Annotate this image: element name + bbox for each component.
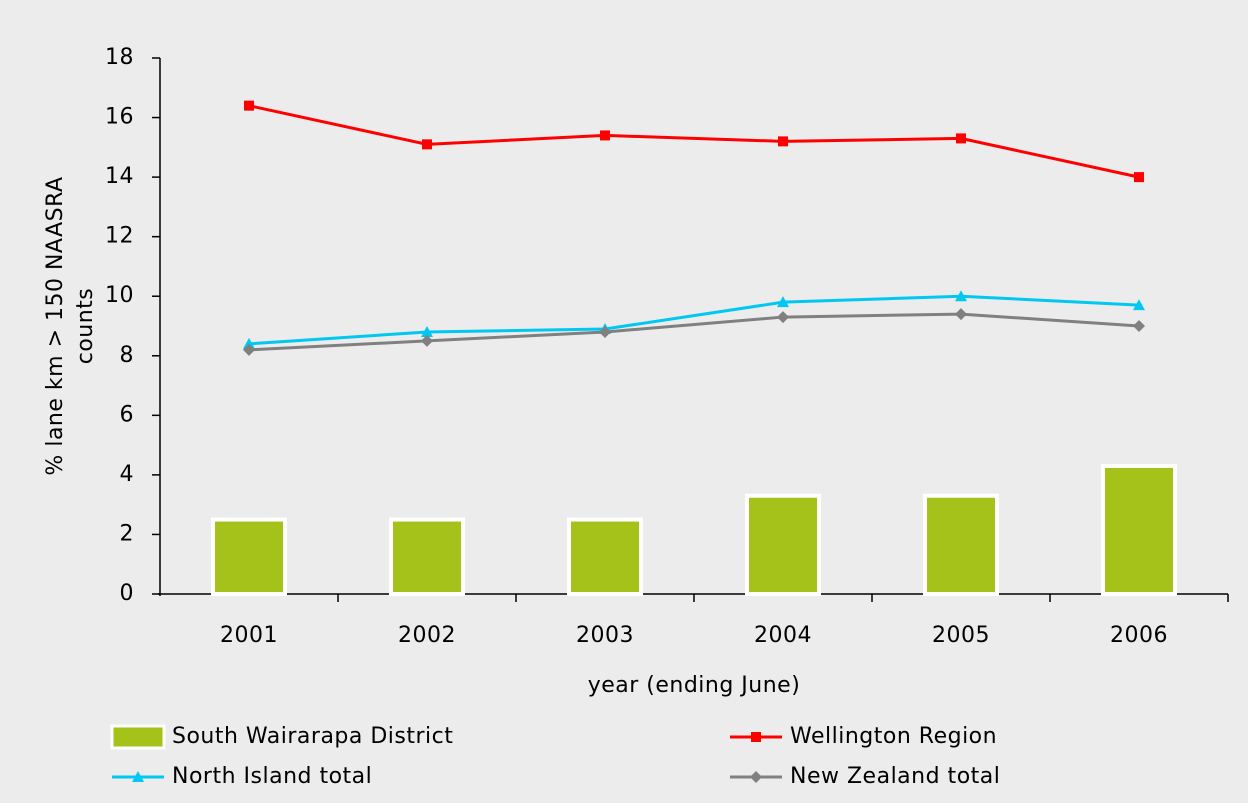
marker <box>1133 299 1145 311</box>
y-tick-label: 16 <box>105 105 134 130</box>
marker <box>956 133 966 144</box>
y-tick-label: 12 <box>105 224 134 249</box>
legend-label: South Wairarapa District <box>172 724 453 749</box>
marker <box>600 130 610 141</box>
legend-label: North Island total <box>172 764 372 789</box>
bar <box>745 493 821 597</box>
legend-marker <box>751 732 761 742</box>
y-axis-label: % lane km > 150 NAASRA <box>43 176 68 475</box>
marker <box>599 325 611 338</box>
line <box>248 312 1140 352</box>
marker <box>777 311 789 324</box>
x-tick-label: 2005 <box>932 623 990 648</box>
bar <box>567 517 643 596</box>
legend-marker <box>750 771 762 783</box>
marker <box>243 337 255 349</box>
marker <box>1133 320 1145 332</box>
x-tick-label: 2002 <box>398 623 456 648</box>
marker <box>777 296 789 308</box>
y-tick-label: 10 <box>105 283 134 308</box>
legend-label: Wellington Region <box>790 724 997 749</box>
y-tick-label: 4 <box>120 462 135 487</box>
bar <box>1101 463 1177 597</box>
y-tick-label: 2 <box>120 521 135 546</box>
marker <box>421 325 433 337</box>
line <box>248 294 1140 346</box>
x-tick-label: 2004 <box>754 623 812 648</box>
x-tick-label: 2001 <box>220 623 278 648</box>
bar <box>923 493 999 597</box>
y-tick-label: 14 <box>105 164 134 189</box>
marker <box>955 290 967 302</box>
bar <box>211 517 287 596</box>
legend-label: New Zealand total <box>790 764 1000 789</box>
line <box>248 104 1140 179</box>
marker <box>244 100 254 111</box>
y-tick-label: 6 <box>120 402 135 427</box>
marker <box>955 308 967 321</box>
y-axis-label: counts <box>73 288 98 365</box>
legend-marker <box>132 771 144 782</box>
legend-swatch <box>110 724 166 750</box>
bar <box>389 517 465 596</box>
x-tick-label: 2003 <box>576 623 634 648</box>
y-tick-label: 8 <box>120 343 135 368</box>
y-tick-label: 0 <box>120 581 135 606</box>
marker <box>421 334 433 347</box>
marker <box>243 343 255 356</box>
marker <box>1134 172 1144 183</box>
x-axis-label: year (ending June) <box>588 673 801 698</box>
marker <box>422 139 432 150</box>
y-tick-label: 18 <box>105 45 134 70</box>
x-tick-label: 2006 <box>1110 623 1168 648</box>
marker <box>778 136 788 147</box>
